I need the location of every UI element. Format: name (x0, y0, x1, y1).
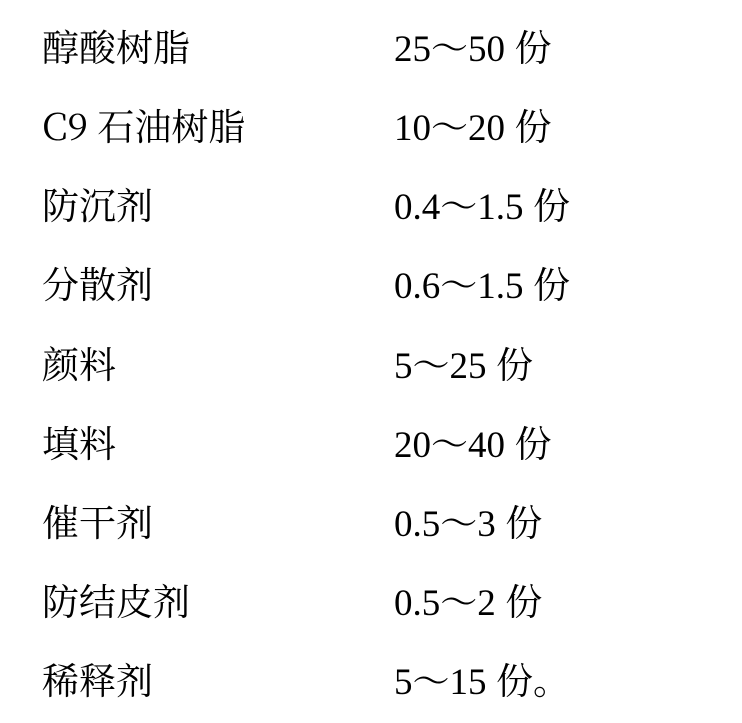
ingredient-name: 防沉剂 (42, 176, 394, 230)
ingredient-name: 防结皮剂 (42, 572, 394, 626)
ingredient-amount: 0.6～1.5 份 (394, 255, 570, 309)
ingredient-list: 醇酸树脂 25～50 份 C9 石油树脂 10～20 份 防沉剂 0.4～1.5… (0, 0, 742, 723)
ingredient-name: 醇酸树脂 (42, 18, 394, 72)
ingredient-amount: 0.5～2 份 (394, 572, 542, 626)
ingredient-name: 稀释剂 (42, 651, 394, 705)
ingredient-amount: 5～25 份 (394, 335, 533, 389)
list-item: 分散剂 0.6～1.5 份 (42, 255, 704, 309)
list-item: 填料 20～40 份 (42, 414, 704, 468)
list-item: C9 石油树脂 10～20 份 (42, 97, 704, 151)
ingredient-name: C9 石油树脂 (42, 97, 394, 151)
list-item: 颜料 5～25 份 (42, 335, 704, 389)
ingredient-amount: 10～20 份 (394, 97, 551, 151)
list-item: 醇酸树脂 25～50 份 (42, 18, 704, 72)
ingredient-amount: 0.5～3 份 (394, 493, 542, 547)
ingredient-name: 填料 (42, 414, 394, 468)
ingredient-amount: 20～40 份 (394, 414, 551, 468)
list-item: 稀释剂 5～15 份。 (42, 651, 704, 705)
ingredient-name: 颜料 (42, 335, 394, 389)
list-item: 催干剂 0.5～3 份 (42, 493, 704, 547)
ingredient-amount: 5～15 份。 (394, 651, 570, 705)
ingredient-name: 催干剂 (42, 493, 394, 547)
ingredient-amount: 25～50 份 (394, 18, 551, 72)
list-item: 防结皮剂 0.5～2 份 (42, 572, 704, 626)
list-item: 防沉剂 0.4～1.5 份 (42, 176, 704, 230)
ingredient-name: 分散剂 (42, 255, 394, 309)
ingredient-amount: 0.4～1.5 份 (394, 176, 570, 230)
